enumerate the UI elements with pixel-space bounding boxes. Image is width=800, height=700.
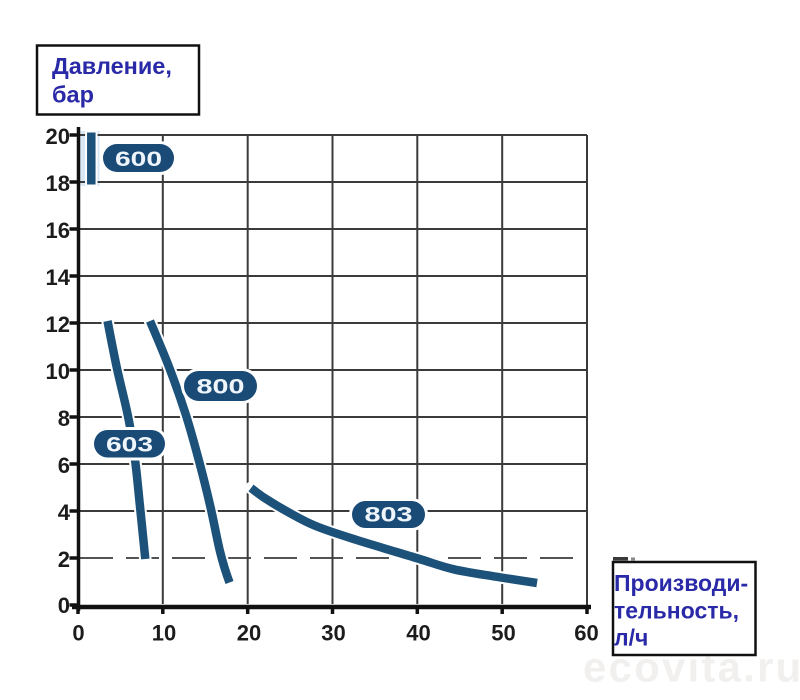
svg-text:12: 12 [46,312,70,337]
svg-text:18: 18 [46,171,70,196]
svg-text:бар: бар [52,82,94,108]
svg-text:14: 14 [46,265,71,290]
svg-text:6: 6 [58,453,70,478]
svg-text:803: 803 [365,503,413,527]
svg-text:16: 16 [46,218,70,243]
svg-text:0: 0 [58,593,70,618]
svg-text:30: 30 [321,621,345,646]
svg-text:2: 2 [58,547,70,572]
svg-text:0: 0 [72,621,84,646]
svg-text:800: 800 [197,375,245,399]
svg-text:л/ч: л/ч [614,625,648,651]
svg-text:20: 20 [46,124,70,149]
svg-text:600: 600 [115,147,162,171]
svg-text:40: 40 [406,621,430,646]
svg-text:тельность,: тельность, [614,598,739,624]
svg-text:60: 60 [574,621,598,646]
svg-text:603: 603 [106,433,153,457]
svg-text:Давление,: Давление, [52,53,172,79]
svg-text:10: 10 [46,359,70,384]
svg-text:4: 4 [58,500,71,525]
svg-text:8: 8 [58,406,70,431]
svg-text:10: 10 [152,621,176,646]
svg-text:20: 20 [237,621,261,646]
svg-text:50: 50 [491,621,515,646]
svg-text:Производи-: Производи- [614,570,748,596]
